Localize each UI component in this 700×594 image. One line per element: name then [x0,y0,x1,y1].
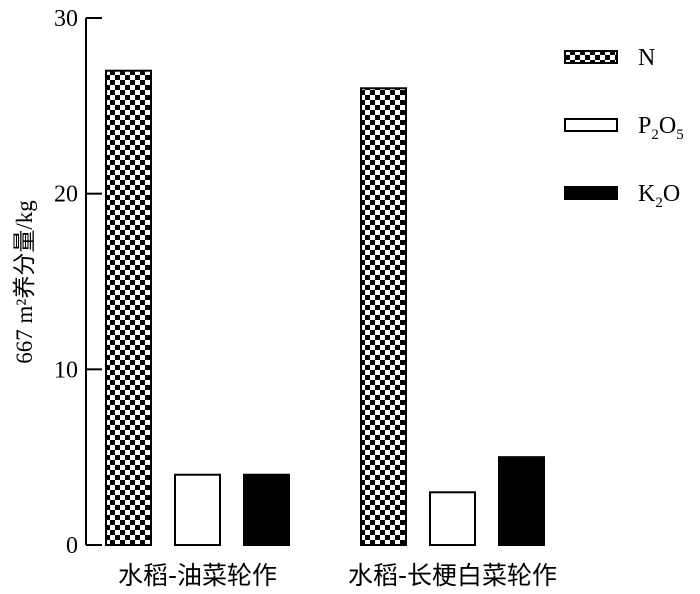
y-tick-label: 20 [54,182,78,208]
legend-label: P2O5 [638,113,684,143]
legend-swatch [564,186,618,200]
bar [360,87,407,547]
x-category-label: 水稻-长梗白菜轮作 [348,561,557,590]
legend-label: N [638,45,655,71]
y-tick-label: 30 [54,6,78,32]
bars: 水稻-油菜轮作 水稻-长梗白菜轮作 [105,69,557,590]
bar [243,473,290,547]
bar [429,491,476,546]
bar [174,473,221,547]
bar [498,456,545,546]
axes: 0 10 20 30 [54,6,102,559]
x-category-label: 水稻-油菜轮作 [118,561,277,590]
y-tick-label: 10 [54,357,78,383]
bar [105,69,152,546]
legend-swatch [564,118,618,132]
y-axis-label: 667 m²养分量/kg [12,200,37,364]
legend-swatch [564,50,618,64]
y-tick-label: 0 [66,533,78,559]
legend-label: K2O [638,181,680,211]
legend: N P2O5 K2O [564,45,684,211]
